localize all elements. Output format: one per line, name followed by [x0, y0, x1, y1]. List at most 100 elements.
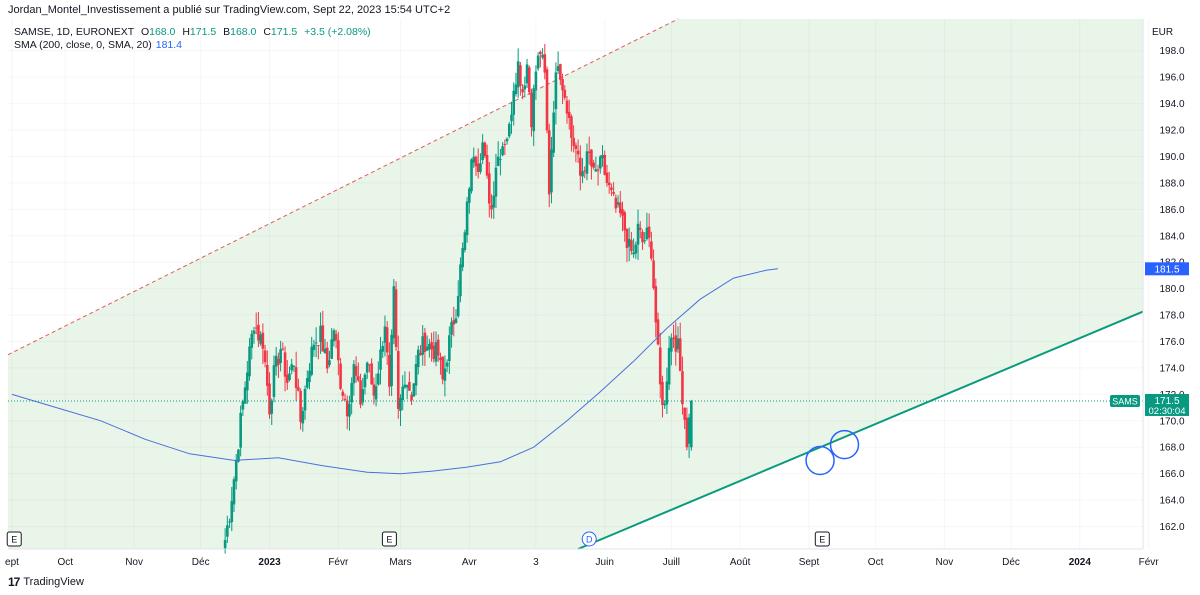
candle-body	[361, 389, 365, 403]
candle-body	[388, 354, 391, 387]
candle-body	[343, 398, 347, 400]
candle-body	[607, 182, 611, 186]
candle-body	[405, 384, 409, 388]
candle-body	[670, 337, 673, 352]
candle-body	[381, 345, 385, 352]
candle-body	[625, 229, 629, 249]
candle-body	[434, 342, 438, 362]
candle-body	[505, 138, 509, 142]
candle-body	[259, 334, 262, 344]
y-tick-label: 170.0	[1159, 416, 1184, 427]
candle-body	[423, 332, 427, 352]
candle-body	[576, 150, 580, 155]
candle-body	[237, 449, 240, 462]
y-tick-label: 194.0	[1159, 99, 1184, 110]
open-value: 168.0	[149, 26, 176, 38]
x-tick-label: 2023	[258, 557, 281, 568]
last-price-tag[interactable]	[1145, 393, 1189, 416]
candle-body	[332, 330, 336, 342]
y-tick-label: 184.0	[1159, 231, 1184, 242]
candle-body	[556, 66, 560, 71]
highlight-circles	[805, 429, 860, 476]
close-label: C	[263, 26, 271, 38]
y-tick-label: 178.0	[1159, 311, 1184, 322]
candle-body	[667, 347, 671, 385]
earnings-marker-3[interactable]	[814, 531, 830, 547]
candle-body	[330, 339, 333, 359]
candle-body	[594, 169, 598, 172]
candle-body	[279, 349, 282, 364]
candle-body	[448, 335, 451, 362]
price-axis[interactable]: 162.0164.0166.0168.0170.0172.0174.0176.0…	[1159, 46, 1184, 533]
candle-body	[638, 227, 642, 230]
candle-body	[656, 319, 660, 345]
earnings-marker-0[interactable]	[6, 531, 22, 547]
candle-body	[317, 345, 320, 347]
footer-brand[interactable]: 17 TradingView	[8, 575, 84, 589]
candle-body	[385, 327, 389, 353]
earnings-marker-1[interactable]	[381, 531, 397, 547]
time-axis[interactable]: ept Oct Nov Déc 2023 Févr Mars Avr 3 Juin Juill Aoû…	[5, 557, 1159, 568]
candles	[223, 44, 693, 554]
sma-value: 181.4	[155, 39, 183, 51]
candle-body	[297, 387, 300, 391]
candle-body	[559, 64, 562, 80]
y-tick-label: 188.0	[1159, 178, 1184, 189]
candle-body	[341, 391, 345, 396]
candle-body	[303, 388, 307, 411]
candle-body	[476, 163, 480, 172]
candle-body	[243, 387, 247, 404]
candle-body	[403, 384, 407, 388]
candle-body	[541, 54, 544, 58]
candle-body	[510, 114, 513, 122]
low-value: 168.0	[230, 26, 257, 38]
candle-body	[228, 521, 231, 523]
candle-body	[239, 412, 242, 448]
candle-body	[579, 157, 582, 176]
candle-body	[232, 479, 236, 505]
candle-body	[285, 374, 289, 383]
change-value: +3.5 (+2.08%)	[304, 26, 371, 38]
candle-body	[368, 364, 371, 366]
currency-label[interactable]: EUR	[1152, 27, 1173, 38]
sma-200-line[interactable]	[11, 268, 778, 475]
candle-body	[567, 111, 571, 118]
dividend-marker-label-2: D	[586, 535, 593, 545]
candle-body	[539, 51, 542, 55]
resistance-trendline[interactable]	[7, 18, 679, 356]
sma-price-tag[interactable]	[1145, 262, 1189, 276]
candle-body	[379, 349, 382, 370]
candle-body	[479, 163, 482, 172]
candle-body	[661, 381, 664, 405]
candle-body	[328, 360, 331, 365]
support-trendline[interactable]	[577, 310, 1144, 550]
dividend-marker-2[interactable]	[581, 531, 597, 547]
candle-body	[612, 191, 615, 194]
candle-body	[254, 327, 258, 329]
candle-body	[250, 333, 254, 348]
candle-body	[592, 162, 595, 168]
candle-body	[463, 232, 467, 251]
candle-body	[481, 142, 484, 161]
symbol-label[interactable]: SAMSE, 1D, EURONEXT	[14, 26, 135, 38]
candle-body	[268, 383, 271, 415]
candle-body	[585, 151, 589, 174]
candle-body	[401, 386, 405, 401]
candle-body	[474, 156, 478, 167]
candle-body	[534, 71, 538, 90]
candle-body	[545, 69, 549, 131]
candle-body	[490, 204, 493, 210]
candle-body	[374, 386, 378, 400]
symbol-tag[interactable]	[1110, 394, 1140, 407]
candle-body	[547, 130, 551, 195]
candle-body	[294, 367, 298, 389]
symbol-tag-label: SAMS	[1112, 396, 1138, 406]
sma-label[interactable]: SMA (200, close, 0, SMA, 20)	[14, 39, 152, 51]
candle-body	[452, 320, 456, 325]
candle-body	[636, 223, 640, 245]
candle-body	[634, 244, 638, 254]
candle-body	[288, 373, 291, 380]
candle-body	[525, 64, 529, 84]
